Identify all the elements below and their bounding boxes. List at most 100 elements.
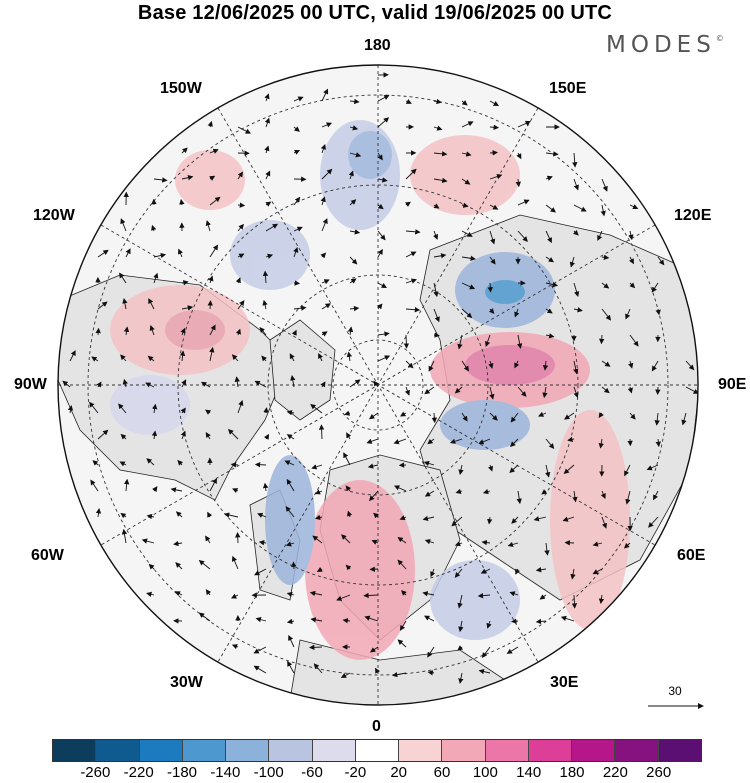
wind-vector [343, 452, 351, 466]
colorbar-tick-label: 140 [516, 764, 542, 781]
wind-vector [179, 199, 185, 206]
wind-vector [369, 490, 379, 502]
wind-vector [489, 124, 499, 131]
wind-vector [285, 506, 295, 518]
wind-vector [489, 100, 499, 107]
wind-vector [461, 121, 474, 128]
wind-vector [422, 591, 435, 597]
wind-vector [601, 360, 611, 367]
wind-vector [433, 282, 439, 298]
wind-vector [517, 120, 531, 128]
wind-vector [601, 308, 612, 321]
wind-vector [177, 459, 184, 466]
wind-vector [209, 196, 221, 206]
wind-vector [430, 568, 436, 578]
colorbar-swatch [572, 740, 616, 761]
wind-vector [209, 346, 215, 362]
wind-vector [601, 516, 607, 529]
wind-vector [67, 405, 74, 414]
wind-vector [349, 379, 361, 388]
wind-vector [681, 412, 687, 426]
colorbar-tick-label: -60 [301, 764, 323, 781]
wind-vector [533, 516, 547, 522]
colorbar-swatch [658, 740, 701, 761]
wind-vector [458, 672, 464, 684]
wind-vector [399, 620, 407, 631]
wind-vector [403, 334, 410, 349]
wind-vector [397, 639, 407, 648]
wind-vector [401, 590, 407, 596]
wind-vector [321, 88, 329, 102]
wind-vector [424, 615, 435, 622]
wind-vector [231, 354, 239, 362]
wind-vector [685, 360, 695, 371]
wind-vector [454, 386, 463, 394]
colorbar-tick-label: -20 [344, 764, 367, 781]
wind-vector [646, 464, 659, 471]
colorbar-tick-label: 20 [390, 764, 407, 781]
wind-vector [404, 201, 411, 207]
wind-vector [598, 594, 605, 604]
lon-label-120e: 120E [674, 207, 712, 224]
wind-vector [258, 540, 267, 546]
wind-vector [651, 282, 659, 293]
wind-vector [487, 516, 493, 525]
wind-vector [254, 380, 267, 388]
wind-vector [264, 145, 270, 154]
wind-vector [461, 178, 471, 185]
lon-label-180: 180 [364, 37, 391, 54]
wind-vector [121, 528, 128, 544]
wind-vector [145, 382, 155, 388]
wind-vector [207, 511, 213, 518]
wind-vector [321, 303, 331, 310]
wind-vector [545, 333, 555, 339]
wind-vector [377, 282, 387, 289]
wind-vector [573, 204, 587, 212]
lon-label-30e: 30E [550, 674, 579, 691]
wind-vector [146, 513, 155, 520]
wind-vector [457, 645, 464, 651]
wind-vector [91, 356, 99, 362]
wind-vector [433, 151, 448, 157]
colorbar-swatch [139, 740, 183, 761]
wind-vector [515, 568, 521, 575]
wind-vector [489, 204, 499, 210]
wind-vector [257, 512, 267, 518]
wind-vector [461, 282, 476, 290]
wind-vector [309, 644, 323, 651]
wind-vector [314, 514, 323, 521]
wind-vector [209, 324, 216, 336]
wind-vector [628, 256, 634, 265]
wind-vector [368, 412, 379, 420]
wind-vector [572, 490, 578, 503]
colorbar-swatch [269, 740, 313, 761]
wind-vector [291, 561, 297, 570]
wind-vector [598, 412, 604, 419]
wind-vector [629, 204, 639, 210]
wind-vector [223, 512, 239, 518]
wind-vector [293, 126, 300, 132]
wind-vector [122, 298, 128, 310]
wind-vector [227, 428, 239, 440]
wind-vector [393, 485, 407, 492]
wind-vector [286, 618, 295, 625]
wind-vector [289, 353, 295, 362]
colorbar-swatch [182, 740, 227, 761]
wind-vector [461, 202, 469, 208]
wind-vector [125, 248, 131, 258]
wind-vector [321, 218, 328, 232]
wind-vector [433, 230, 439, 240]
wind-vector [346, 351, 352, 362]
lon-label-30w: 30W [170, 674, 203, 691]
wind-vector [433, 253, 447, 259]
wind-vector [655, 308, 661, 316]
wind-vector [97, 249, 109, 258]
wind-vector [234, 376, 240, 388]
wind-vector [486, 620, 492, 629]
wind-vector [573, 360, 579, 375]
wind-vector [507, 541, 519, 548]
wind-vector [231, 644, 239, 650]
wind-vector [321, 279, 330, 285]
wind-vector [461, 230, 473, 237]
wind-vector [347, 510, 353, 518]
